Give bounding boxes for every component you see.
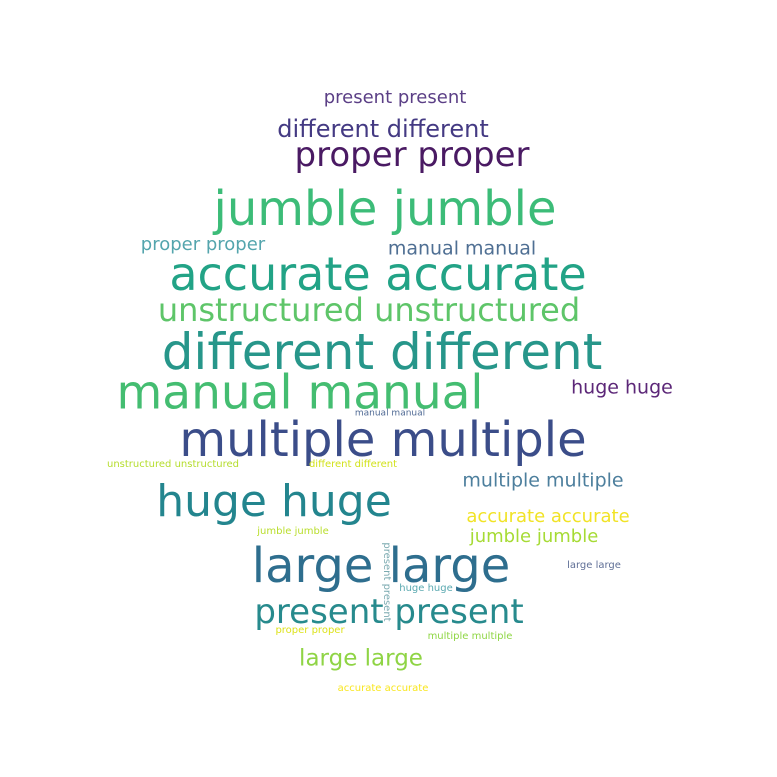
- word-different-2: different different: [161, 323, 603, 381]
- word-present-1: present present: [323, 87, 467, 108]
- word-proper-1: proper proper: [294, 135, 530, 175]
- word-manual-1: manual manual: [387, 237, 537, 260]
- word-multiple-3: multiple multiple: [427, 631, 513, 642]
- word-different-3: different different: [308, 459, 398, 470]
- word-huge-1: huge huge: [571, 376, 673, 399]
- word-different-1: different different: [277, 115, 489, 143]
- word-present-3: present present: [254, 592, 524, 632]
- word-proper-3: proper proper: [275, 625, 345, 636]
- word-jumble-2: jumble jumble: [469, 526, 599, 547]
- word-accurate-2: accurate accurate: [466, 506, 630, 527]
- word-multiple-2: multiple multiple: [462, 469, 624, 492]
- word-proper-2: proper proper: [140, 234, 266, 255]
- word-unstructured-2: unstructured unstructured: [107, 459, 239, 470]
- word-manual-2: manual manual: [116, 365, 484, 421]
- word-unstructured-1: unstructured unstructured: [157, 291, 581, 329]
- word-large-2: large large: [567, 560, 621, 571]
- word-jumble-3: jumble jumble: [257, 526, 329, 537]
- word-jumble-1: jumble jumble: [213, 181, 557, 237]
- word-accurate-3: accurate accurate: [337, 683, 429, 694]
- word-huge-2: huge huge: [156, 476, 392, 527]
- word-multiple-1: multiple multiple: [179, 412, 587, 468]
- word-large-3: large large: [299, 645, 423, 672]
- word-accurate-1: accurate accurate: [169, 247, 587, 301]
- word-huge-3: huge huge: [399, 583, 453, 594]
- word-manual-3: manual manual: [354, 408, 426, 419]
- word-large-1: large large: [251, 538, 511, 594]
